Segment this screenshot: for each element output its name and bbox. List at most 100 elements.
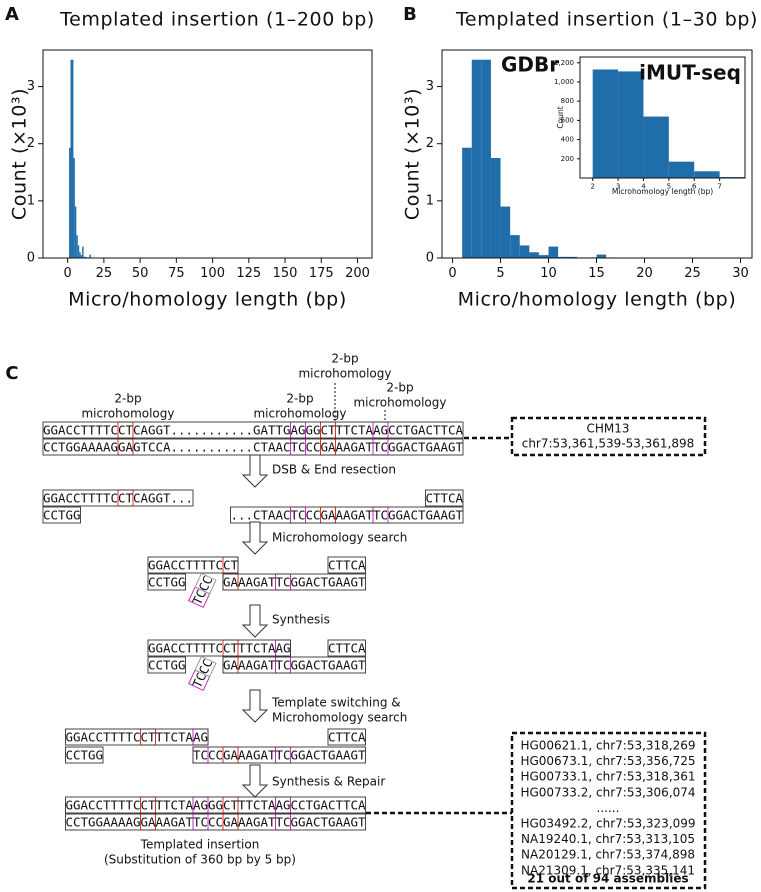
x-tick-label: 10 — [540, 266, 557, 281]
strand-box — [42, 506, 81, 524]
assembly-text: ...... — [597, 801, 620, 815]
step-label: Synthesis & Repair — [272, 775, 385, 789]
sequence-segment: TC — [276, 748, 291, 763]
x-tick-label: 150 — [273, 266, 298, 281]
bar — [694, 171, 720, 178]
bar — [85, 256, 87, 258]
bar — [71, 59, 74, 258]
reference-text: CHM13 — [586, 422, 629, 436]
bar — [481, 59, 491, 258]
sequence-segment: TTCTA — [238, 798, 276, 813]
y-axis-label: Count — [556, 106, 565, 128]
sequence-segment: AAGAT — [238, 658, 276, 673]
caption: (Substitution of 360 bp by 5 bp) — [104, 853, 296, 867]
x-tick-label: 3 — [616, 183, 620, 191]
step-arrow — [241, 521, 269, 555]
step-label: Synthesis — [272, 613, 330, 627]
sequence-segment: AAGAT — [156, 815, 194, 830]
annotation: 2-bp — [386, 381, 413, 395]
sequence-segment: CCTGG — [43, 508, 81, 523]
annotation: microhomology — [298, 367, 391, 381]
sequence-segment: CT — [223, 641, 238, 656]
sequence-segment: AG — [276, 641, 291, 656]
x-tick-label: 175 — [309, 266, 334, 281]
x-tick-label: 25 — [96, 266, 113, 281]
x-tick-label: 7 — [717, 183, 721, 191]
sequence-segment: TC — [276, 815, 291, 830]
x-tick-label: 100 — [200, 266, 225, 281]
x-tick-label: 5 — [667, 183, 671, 191]
sequence-segment: GA — [223, 815, 238, 830]
bar — [74, 206, 77, 258]
sequence-segment: CC — [306, 440, 321, 455]
sequence-segment: TC — [291, 508, 306, 523]
sequence-segment: AG — [373, 423, 388, 438]
reference-text: chr7:53,361,539-53,361,898 — [522, 437, 695, 451]
annotation: 2-bp — [331, 352, 358, 366]
sequence-segment: GG — [208, 798, 223, 813]
sequence-segment: CAGGT...........GATTG — [133, 423, 290, 438]
bar — [592, 69, 619, 178]
sequence-segment: CCTGACTTCA — [291, 798, 366, 813]
assembly-text: NA20129.1, chr7:53,374,898 — [521, 848, 695, 862]
bar — [500, 206, 511, 258]
strand-box — [327, 639, 366, 657]
x-tick-label: 30 — [732, 266, 749, 281]
y-tick-label: 0 — [426, 251, 434, 266]
assembly-text: HG00621.1, chr7:53,318,269 — [520, 739, 695, 753]
annotation: 2-bp — [114, 392, 141, 406]
sequence-segment: CT — [321, 423, 336, 438]
bar — [79, 252, 81, 258]
step-label: Microhomology search — [272, 531, 407, 545]
panel-label: C — [5, 363, 18, 384]
y-tick-label: 2 — [27, 136, 35, 151]
sequence-segment: GA — [321, 508, 336, 523]
sequence-segment: AAGAT — [238, 815, 276, 830]
bar — [519, 245, 530, 258]
chart-title: iMUT-seq — [639, 61, 741, 85]
step-arrow — [241, 764, 269, 798]
sequence-segment: CAGGT... — [133, 491, 193, 506]
sequence-segment: CT — [223, 558, 238, 573]
bar — [70, 59, 72, 258]
sequence-segment: CT — [118, 423, 133, 438]
step-arrow — [241, 689, 269, 723]
sequence-segment: TTCTA — [238, 641, 276, 656]
x-axis-label: Micro/homology length (bp) — [68, 289, 347, 311]
sequence-segment: CCTGGAAAAG — [43, 440, 118, 455]
assembly-text: HG00733.1, chr7:53,318,361 — [520, 770, 695, 784]
sequence-segment: TC — [189, 587, 209, 607]
bar — [618, 71, 644, 178]
sequence-segment: GGACCTTTTC — [66, 798, 141, 813]
bar — [471, 59, 482, 258]
sequence-segment: TC — [193, 815, 208, 830]
strand-box — [222, 573, 366, 591]
sequence-segment: GG — [306, 423, 321, 438]
sequence-segment: CTTCA — [328, 730, 366, 745]
sequence-segment: TC — [373, 508, 388, 523]
sequence-segment: CC — [208, 748, 223, 763]
sequence-segment: GGACTGAAGT — [291, 748, 366, 763]
y-tick-label: 1,200 — [554, 59, 574, 67]
assembly-text: HG00673.1, chr7:53,356,725 — [520, 754, 695, 768]
strand-box — [65, 813, 366, 831]
assembly-text: HG00733.2, chr7:53,306,074 — [520, 785, 695, 799]
sequence-segment: CC — [196, 574, 216, 594]
strand-box — [230, 506, 464, 524]
sequence-segment: CTTCA — [328, 641, 366, 656]
sequence-segment: GGACTGAAGT — [291, 658, 366, 673]
sequence-segment: CCTGACTTCA — [388, 423, 463, 438]
y-axis-label: Count (×10³) — [402, 88, 424, 220]
strand-box — [147, 656, 186, 674]
bar — [89, 254, 91, 258]
x-tick-label: 5 — [496, 266, 504, 281]
sequence-segment: CCTGG — [148, 658, 186, 673]
step-arrow — [241, 604, 269, 638]
sequence-segment: GGACTGAAGT — [291, 815, 366, 830]
sequence-segment: TTCTA — [336, 423, 374, 438]
sequence-segment: GA — [223, 575, 238, 590]
sequence-segment: CT — [118, 491, 133, 506]
segment-box — [194, 572, 217, 595]
bar — [567, 256, 578, 258]
